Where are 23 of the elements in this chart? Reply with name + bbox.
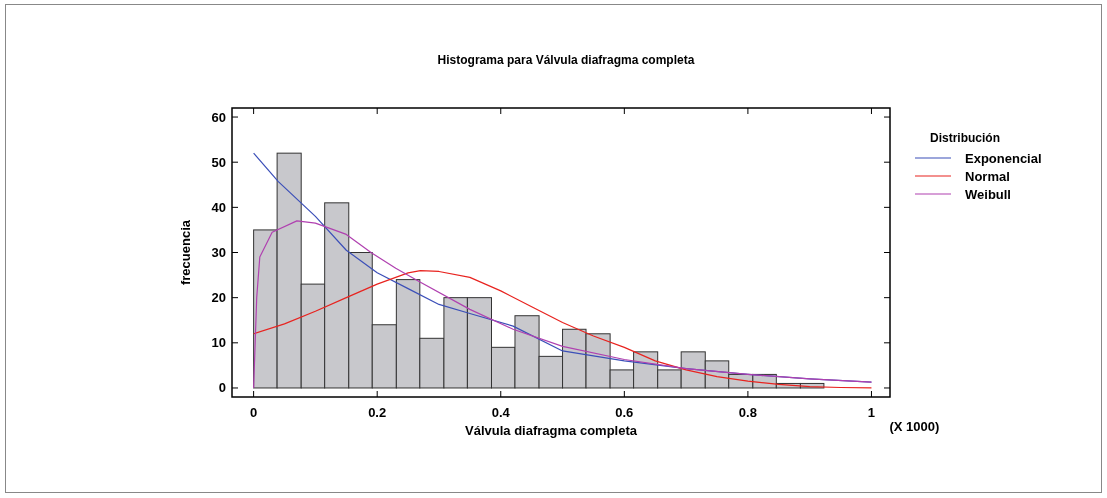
x-tick-label: 0.6: [615, 405, 634, 420]
x-axis-title: Válvula diafragma completa: [465, 423, 638, 438]
y-tick-label: 30: [211, 245, 226, 260]
legend-title: Distribución: [930, 131, 1001, 145]
y-tick-label: 0: [218, 380, 226, 396]
x-tick-label: 0.8: [738, 405, 757, 420]
x-tick-label: 0.4: [491, 405, 511, 420]
line-series: [253, 269, 873, 389]
legend-label: Exponencial: [965, 151, 1042, 166]
line-series: [253, 220, 873, 389]
y-tick-label: 50: [211, 154, 226, 170]
x-tick-label: 0.2: [368, 405, 387, 420]
y-tick-label: 60: [211, 109, 226, 125]
text: (X 1000): [889, 419, 940, 434]
legend-label: Weibull: [965, 187, 1011, 202]
y-axis-title: frecuencia: [178, 219, 193, 286]
chart-title: Histograma para Válvula diafragma completa: [437, 53, 695, 67]
x-tick-label: 1: [867, 405, 876, 420]
y-tick-label: 40: [211, 199, 226, 215]
y-tick-label: 20: [211, 290, 226, 306]
y-tick-label: 10: [211, 335, 226, 351]
x-tick-label: 0: [250, 405, 258, 420]
legend-label: Normal: [965, 169, 1010, 184]
